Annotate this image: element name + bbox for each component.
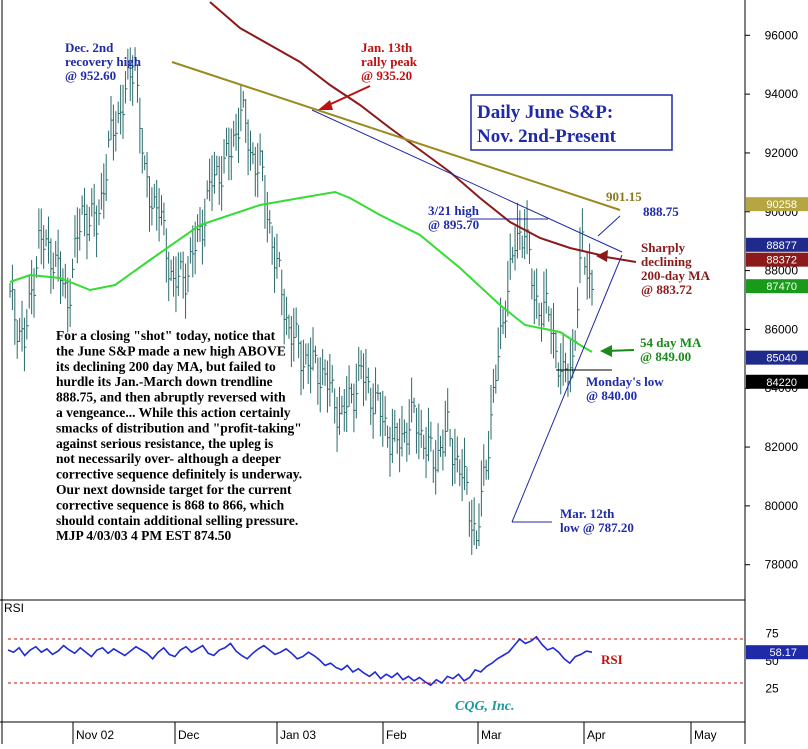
annotation-text: @ 935.20 <box>361 68 412 83</box>
rsi-y-tick-label: 75 <box>765 627 779 641</box>
price-badge-label: 88372 <box>766 255 797 267</box>
commentary-line: its declining 200 day MA, but failed to <box>56 359 276 374</box>
commentary-line: against serious resistance, the upleg is <box>56 436 273 451</box>
annotation-text: 3/21 high <box>428 203 480 218</box>
x-tick-label: May <box>694 728 717 742</box>
commentary-line: corrective sequence definitely is underw… <box>56 467 302 482</box>
y-tick-label: 82000 <box>765 440 799 454</box>
commentary-line: Our next downside target for the current <box>56 482 292 497</box>
annotation-text: @ 883.72 <box>641 282 692 297</box>
annotation-text: declining <box>641 254 692 269</box>
y-tick-label: 86000 <box>765 322 799 336</box>
price-badge-label: 87470 <box>766 281 797 293</box>
price-candles <box>9 47 594 555</box>
title-box <box>470 94 673 151</box>
annotation-text: @ 952.60 <box>65 68 116 83</box>
x-tick-label: Jan 03 <box>280 728 316 742</box>
commentary-line: a vengeance... While this action certain… <box>56 405 291 420</box>
annotation-text: 901.15 <box>606 189 642 204</box>
annotation-text: @ 840.00 <box>586 388 637 403</box>
annotation-text: recovery high <box>65 54 142 69</box>
price-badge-label: 85040 <box>766 353 797 365</box>
price-badge <box>746 350 808 365</box>
price-badge-label: 84220 <box>766 377 797 389</box>
commentary-line: For a closing "shot" today, notice that <box>56 328 276 343</box>
price-badge <box>746 279 808 294</box>
jan-mar-trendline <box>311 109 623 253</box>
commentary-line: hurdle its Jan.-March down trendline <box>56 374 273 389</box>
x-tick-label: Apr <box>587 728 606 742</box>
p888-pointer <box>597 215 621 237</box>
commentary-line: smacks of distribution and "profit-takin… <box>56 420 302 435</box>
x-tick-label: Feb <box>386 728 407 742</box>
x-tick-label: Dec <box>178 728 199 742</box>
x-tick-label: Mar <box>481 728 502 742</box>
chart-title: Daily June S&P: <box>477 102 613 123</box>
annotation-text: Sharply <box>641 240 686 255</box>
y-tick-label: 94000 <box>765 87 799 101</box>
rsi-current-badge <box>746 645 808 660</box>
rsi-y-tick-label: 25 <box>765 682 779 696</box>
price-badge-label: 90258 <box>766 199 797 211</box>
annotation-text: @ 849.00 <box>640 349 691 364</box>
dec-trendline <box>171 61 621 211</box>
price-badge <box>746 252 808 267</box>
rsi-panel-label: RSI <box>4 601 24 615</box>
annotation-text: @ 895.70 <box>428 217 479 232</box>
commentary-line: the June S&P made a new high ABOVE <box>56 343 286 358</box>
y-tick-label: 88000 <box>765 264 799 278</box>
rsi-line <box>7 635 593 687</box>
overlay-lines <box>9 1 637 523</box>
ma200-arrowhead <box>596 250 608 262</box>
chart-subtitle: Nov. 2nd-Present <box>477 126 617 147</box>
commentary-line: not necessarily over- although a deeper <box>56 451 281 466</box>
uptrend-line <box>511 254 623 523</box>
ma-54-line <box>9 190 593 353</box>
price-badge-label: 88877 <box>766 240 797 252</box>
commentary-line: corrective sequence is 868 to 866, which <box>56 497 285 512</box>
annotation-text: low @ 787.20 <box>560 520 634 535</box>
annotation-text: 200-day MA <box>641 268 711 283</box>
y-tick-label: 78000 <box>765 558 799 572</box>
commentary-line: 888.75, and then abruptly reversed with <box>56 390 286 405</box>
vendor-logo: CQG, Inc. <box>455 699 515 714</box>
jan13-arrowhead <box>318 100 333 110</box>
rsi-current-badge-label: 58.17 <box>769 647 797 659</box>
ma54-arrowhead <box>600 345 612 357</box>
y-tick-label: 96000 <box>765 28 799 42</box>
annotation-text: 54 day MA <box>640 335 702 350</box>
price-badge <box>746 237 808 252</box>
x-tick-label: Nov 02 <box>76 728 114 742</box>
y-tick-label: 92000 <box>765 146 799 160</box>
annotation-text: Mar. 12th <box>560 506 615 521</box>
annotation-text: Dec. 2nd <box>65 40 114 55</box>
annotation-text: Jan. 13th <box>361 40 413 55</box>
annotation-text: 888.75 <box>643 204 679 219</box>
annotation-text: rally peak <box>361 54 418 69</box>
commentary-line: should contain additional selling pressu… <box>56 513 298 528</box>
price-badge <box>746 197 808 212</box>
commentary-line: MJP 4/03/03 4 PM EST 874.50 <box>56 528 232 543</box>
rsi-series-label: RSI <box>601 652 623 667</box>
price-badge <box>746 374 808 389</box>
y-tick-label: 80000 <box>765 499 799 513</box>
annotation-text: Monday's low <box>586 374 664 389</box>
